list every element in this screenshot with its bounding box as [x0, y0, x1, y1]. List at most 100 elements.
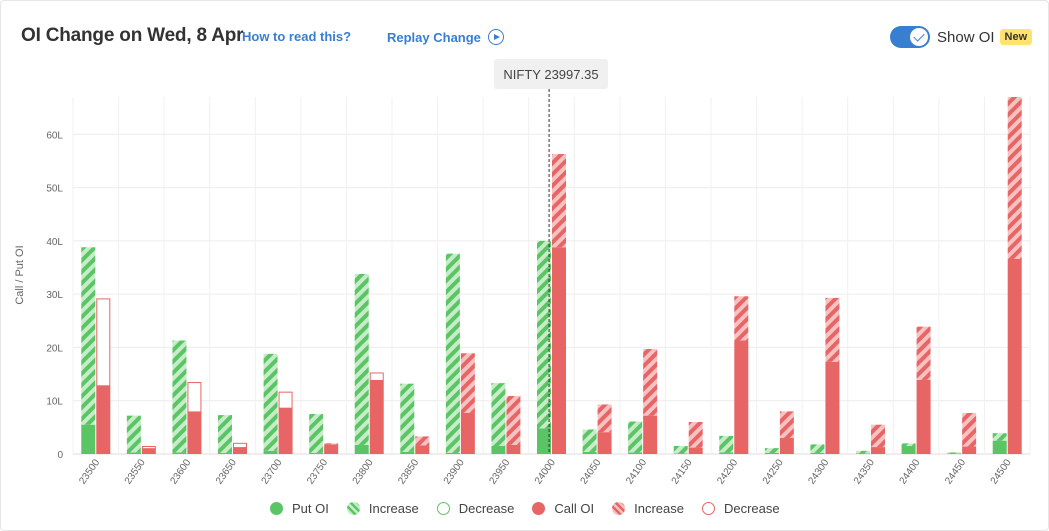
replay-change-button[interactable]: Replay Change: [387, 29, 504, 45]
put-oi-bar: [126, 452, 141, 454]
new-badge: New: [999, 29, 1033, 45]
call-oi-swatch: [532, 502, 546, 515]
put-increase-bar: [218, 415, 232, 453]
page-title: OI Change on Wed, 8 Apr: [21, 25, 244, 46]
put-increase-bar: [582, 429, 597, 452]
show-oi-toggle[interactable]: [890, 26, 930, 48]
legend-label: Put OI: [292, 501, 329, 516]
call-oi-bar: [324, 444, 339, 454]
x-tick-label: 24150: [670, 457, 695, 486]
legend-call-oi[interactable]: Call OI: [532, 501, 594, 516]
call-decrease-bar: [96, 298, 111, 387]
put-decrease-swatch: [436, 502, 450, 515]
y-axis: 0 10L 20L 30L 40L 50L 60L: [46, 130, 63, 461]
legend-label: Decrease: [723, 501, 780, 516]
y-tick-label: 10L: [46, 397, 63, 408]
put-increase-bar: [263, 353, 278, 451]
put-increase-bar: [628, 421, 643, 453]
call-increase-bar: [324, 443, 339, 445]
call-increase-bar: [552, 154, 566, 248]
x-tick-label: 24250: [761, 457, 786, 486]
put-oi-bar: [901, 446, 916, 454]
x-tick-label: 24050: [579, 457, 604, 486]
x-tick-label: 23600: [168, 457, 193, 486]
legend-put-decrease[interactable]: Decrease: [436, 501, 515, 516]
call-oi-bar: [597, 432, 612, 454]
y-tick-label: 40L: [46, 237, 63, 248]
put-increase-bar: [673, 446, 688, 454]
put-increase-bar: [81, 247, 96, 425]
put-increase-bar: [491, 383, 506, 447]
call-oi-bar: [871, 447, 885, 454]
call-decrease-bar: [278, 391, 293, 409]
put-oi-bar: [537, 428, 551, 454]
put-increase-bar: [719, 435, 734, 453]
legend-label: Increase: [368, 501, 419, 516]
play-icon: [487, 29, 504, 45]
call-increase-bar: [597, 404, 612, 433]
y-axis-label: Call / Put OI: [14, 245, 26, 305]
call-oi-bar: [369, 380, 384, 454]
call-increase-bar: [962, 412, 977, 447]
x-tick-label: 23500: [77, 457, 102, 486]
toggle-knob: [910, 28, 928, 46]
call-increase-swatch: [612, 502, 626, 515]
x-tick-label: 23950: [487, 457, 512, 486]
call-oi-bar: [916, 379, 931, 454]
legend-call-decrease[interactable]: Decrease: [701, 501, 780, 516]
call-increase-bar: [779, 411, 794, 439]
put-oi-bar: [354, 444, 369, 454]
x-tick-label: 23750: [305, 457, 330, 486]
call-increase-bar: [734, 296, 749, 341]
chart-grid: [72, 97, 1031, 455]
how-to-read-link[interactable]: How to read this?: [242, 29, 352, 44]
legend-put-increase[interactable]: Increase: [346, 501, 419, 516]
call-oi-bar: [643, 415, 658, 454]
call-oi-bar: [552, 247, 566, 454]
put-increase-bar: [901, 443, 916, 447]
legend-label: Decrease: [458, 501, 515, 516]
chart-legend: Put OI Increase Decrease Call OI Increas…: [270, 501, 798, 516]
put-oi-bar: [491, 446, 506, 454]
put-oi-bar: [263, 450, 278, 454]
put-increase-bar: [172, 340, 187, 453]
put-oi-bar: [628, 452, 643, 454]
legend-put-oi[interactable]: Put OI: [270, 501, 329, 516]
put-oi-swatch: [270, 502, 283, 515]
put-increase-bar: [354, 273, 369, 445]
y-tick-label: 0: [57, 450, 63, 461]
call-decrease-bar: [141, 446, 156, 450]
put-oi-bar: [810, 452, 825, 454]
spot-price-label: NIFTY 23997.35: [494, 59, 608, 89]
put-increase-bar: [126, 415, 141, 453]
legend-call-increase[interactable]: Increase: [612, 501, 684, 516]
y-tick-label: 50L: [46, 184, 63, 195]
replay-change-label: Replay Change: [387, 29, 481, 45]
call-increase-bar: [688, 422, 703, 448]
x-tick-label: 23900: [442, 457, 467, 486]
put-increase-bar: [947, 452, 962, 454]
call-decrease-bar: [369, 372, 384, 381]
x-tick-label: 24450: [943, 457, 968, 486]
put-oi-bar: [400, 451, 415, 454]
call-oi-bar: [233, 447, 247, 454]
put-oi-bar: [992, 440, 1007, 454]
x-tick-label: 24000: [533, 457, 558, 486]
put-oi-bar: [172, 452, 187, 454]
put-oi-bar: [218, 452, 232, 454]
put-increase-bar: [400, 383, 415, 452]
show-oi-control: Show OI New: [890, 26, 1033, 48]
call-oi-bar: [187, 411, 202, 454]
x-tick-label: 23800: [351, 457, 376, 486]
put-oi-bar: [947, 453, 962, 454]
put-oi-bar: [764, 452, 779, 454]
put-increase-bar: [445, 253, 460, 453]
x-tick-label: 23850: [396, 457, 421, 486]
call-oi-bar: [779, 438, 794, 454]
show-oi-label: Show OI: [937, 28, 995, 46]
put-increase-bar: [537, 240, 551, 429]
y-tick-label: 30L: [46, 290, 63, 301]
put-oi-bar: [719, 452, 734, 454]
put-oi-bar: [309, 452, 324, 454]
